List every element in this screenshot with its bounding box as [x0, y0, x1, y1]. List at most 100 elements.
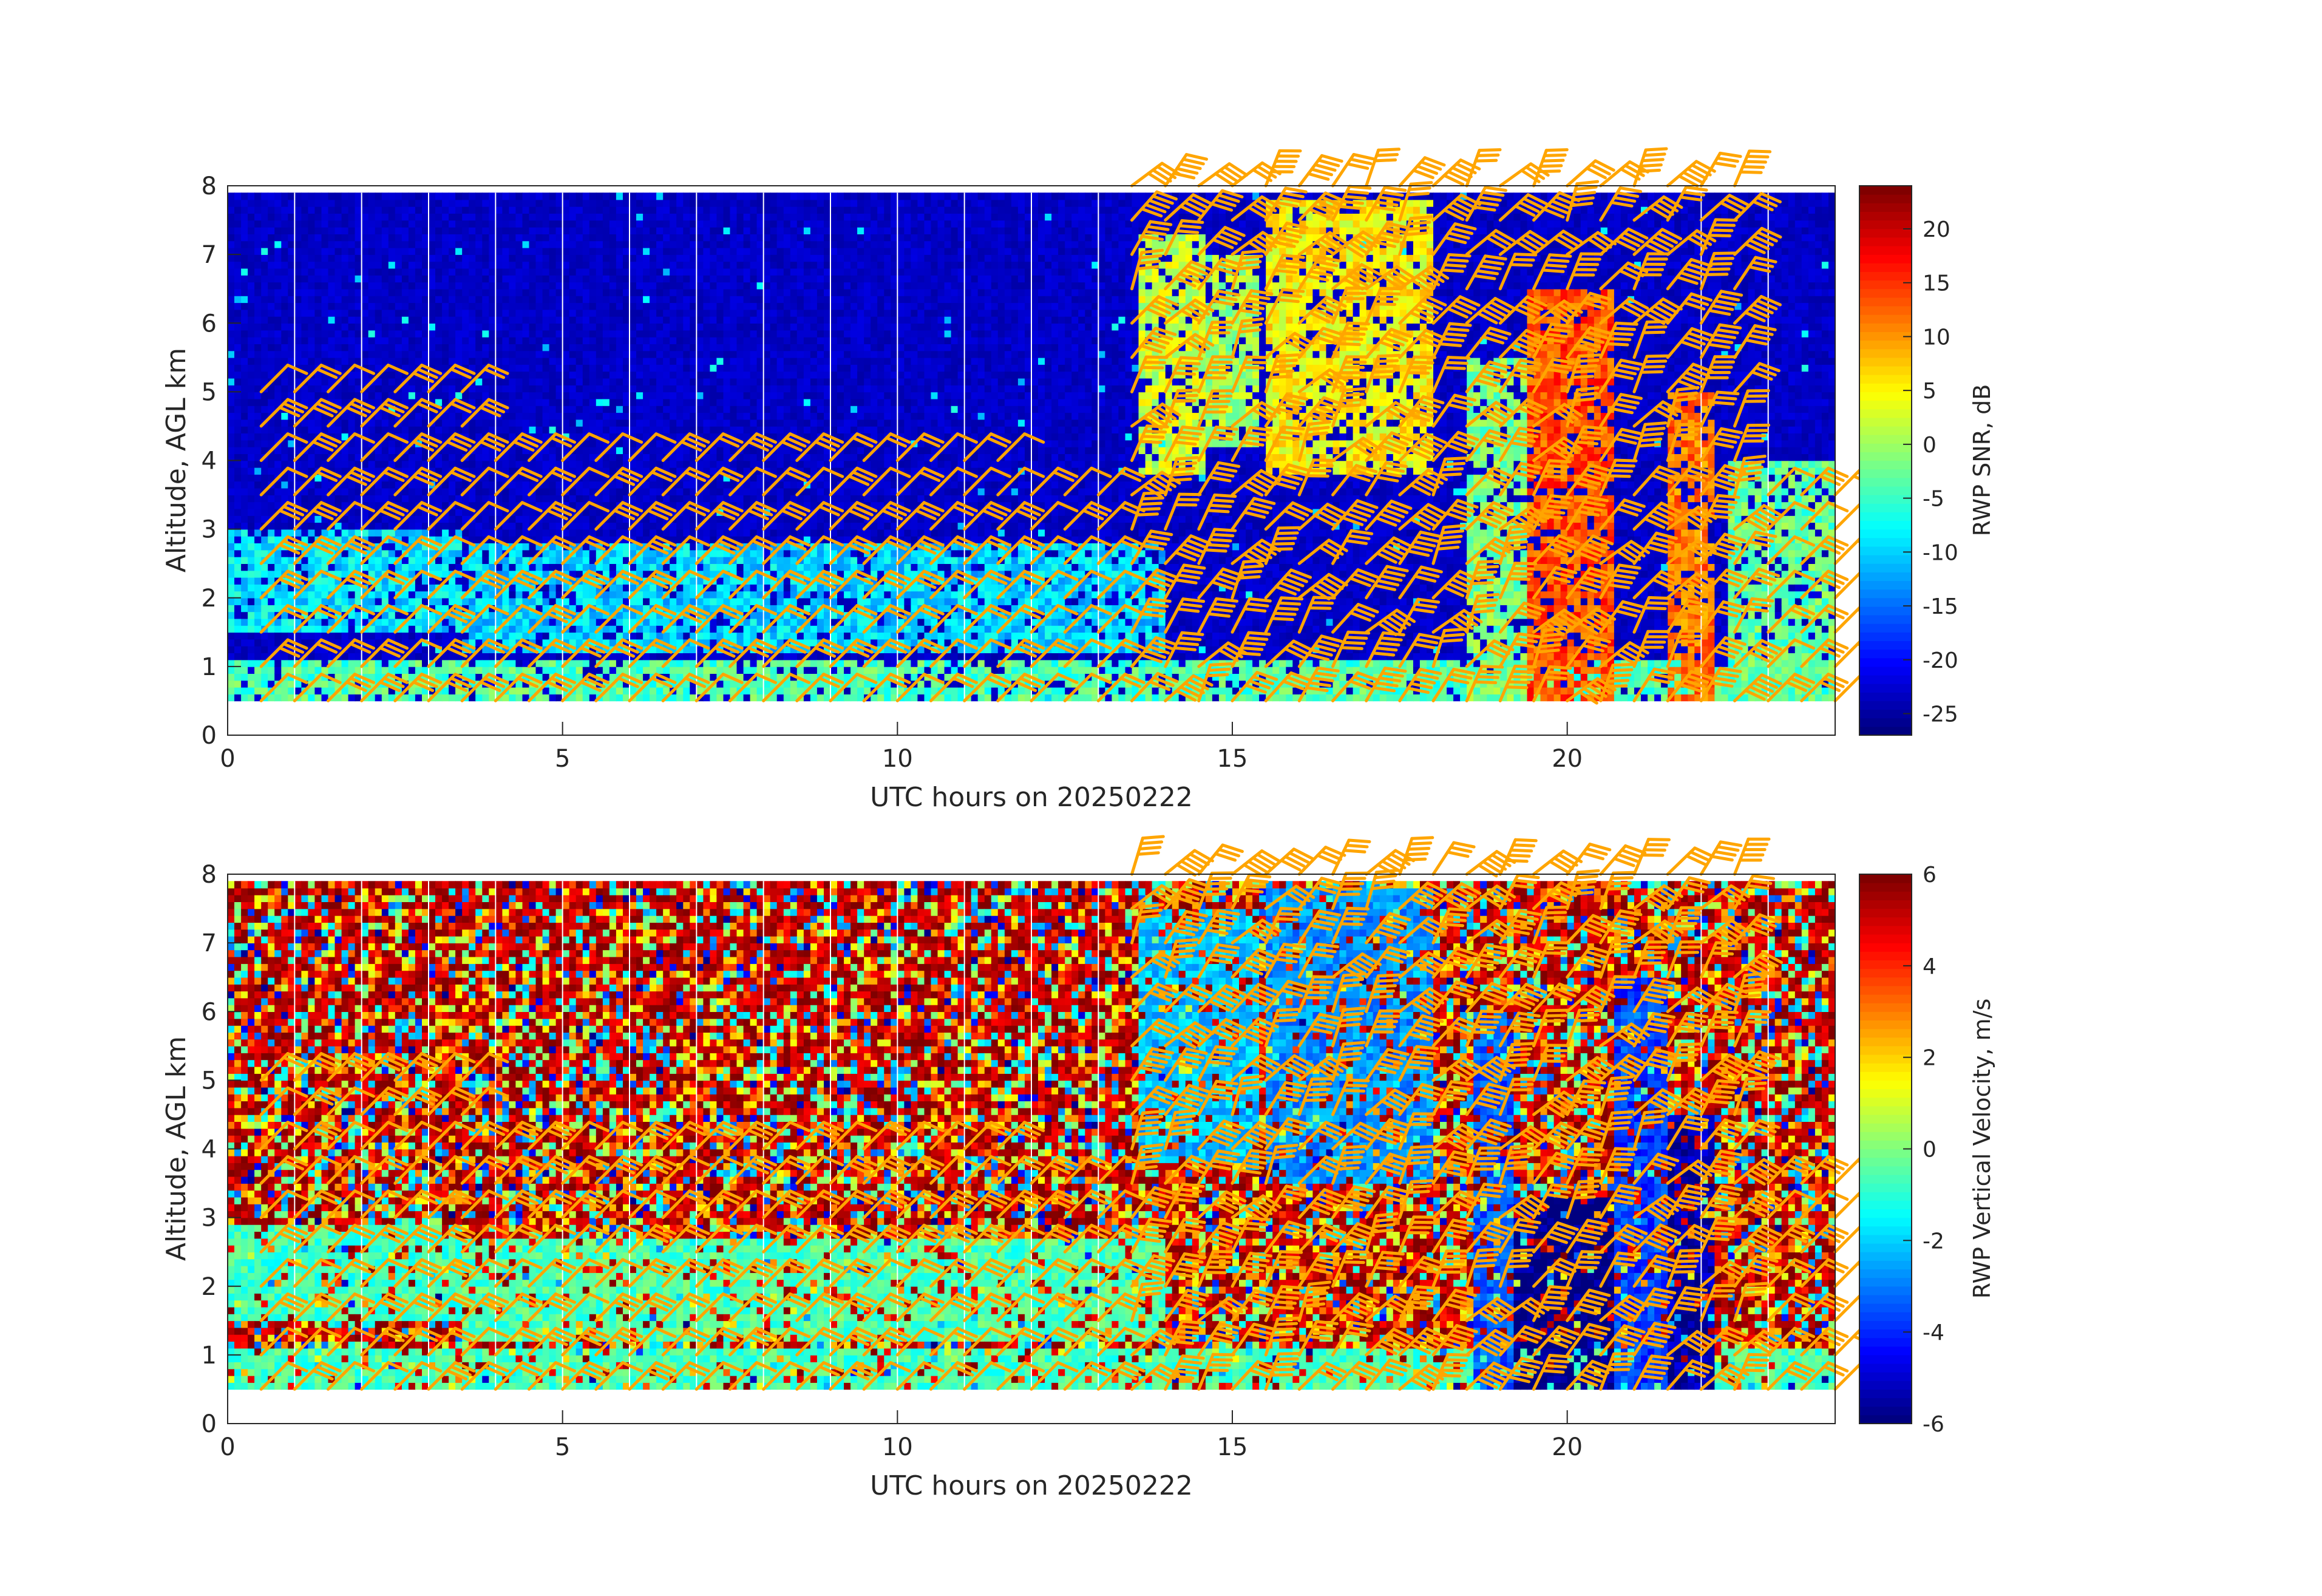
heatmap-cell — [442, 563, 449, 571]
heatmap-cell — [509, 296, 517, 304]
heatmap-cell — [449, 296, 456, 304]
heatmap-cell — [321, 282, 329, 290]
heatmap-cell — [254, 240, 262, 248]
heatmap-cell — [522, 584, 530, 592]
heatmap-cell — [248, 611, 255, 619]
heatmap-cell — [301, 288, 309, 296]
heatmap-cell — [355, 481, 362, 489]
heatmap-cell — [268, 632, 275, 640]
heatmap-cell — [636, 605, 643, 613]
heatmap-cell — [334, 453, 342, 461]
heatmap-cell — [435, 336, 443, 344]
heatmap-cell — [308, 288, 316, 296]
heatmap-cell — [495, 529, 503, 537]
heatmap-cell — [368, 302, 376, 310]
heatmap-cell — [381, 192, 389, 200]
heatmap-cell — [381, 261, 389, 269]
heatmap-cell — [522, 296, 530, 304]
heatmap-cell — [274, 639, 282, 647]
heatmap-cell — [515, 226, 523, 234]
heatmap-cell — [542, 275, 550, 283]
heatmap-cell — [623, 666, 630, 674]
heatmap-cell — [328, 275, 336, 283]
heatmap-cell — [609, 460, 617, 468]
heatmap-cell — [489, 412, 497, 420]
heatmap-cell — [482, 192, 490, 200]
heatmap-cell — [261, 254, 268, 262]
heatmap-cell — [650, 453, 657, 461]
heatmap-cell — [321, 288, 329, 296]
heatmap-cell — [341, 357, 349, 365]
heatmap-cell — [435, 611, 443, 619]
heatmap-cell — [248, 433, 255, 441]
heatmap-cell — [623, 234, 630, 242]
heatmap-cell — [650, 378, 657, 385]
heatmap-cell — [274, 556, 282, 564]
heatmap-cell — [515, 336, 523, 344]
heatmap-cell — [616, 261, 623, 269]
heatmap-cell — [334, 220, 342, 228]
heatmap-cell — [475, 639, 483, 647]
heatmap-cell — [422, 453, 429, 461]
heatmap-cell — [308, 487, 316, 495]
heatmap-cell — [475, 336, 483, 344]
heatmap-cell — [596, 206, 603, 214]
heatmap-cell — [482, 220, 490, 228]
heatmap-cell — [234, 296, 242, 304]
heatmap-cell — [656, 597, 664, 605]
heatmap-cell — [281, 440, 289, 447]
heatmap-cell — [663, 371, 670, 379]
heatmap-cell — [596, 261, 603, 269]
heatmap-cell — [228, 653, 235, 660]
heatmap-cell — [381, 440, 389, 447]
heatmap-cell — [334, 357, 342, 365]
heatmap-cell — [388, 440, 396, 447]
heatmap-cell — [555, 268, 563, 276]
heatmap-cell — [261, 226, 268, 234]
heatmap-cell — [636, 364, 643, 372]
heatmap-cell — [254, 330, 262, 338]
heatmap-cell — [522, 666, 530, 674]
heatmap-cell — [462, 309, 469, 317]
heatmap-cell — [549, 495, 557, 503]
heatmap-cell — [435, 192, 443, 200]
heatmap-cell — [602, 577, 610, 585]
heatmap-cell — [228, 323, 235, 331]
heatmap-cell — [529, 597, 537, 605]
heatmap-cell — [348, 213, 356, 221]
heatmap-cell — [515, 446, 523, 454]
heatmap-cell — [375, 323, 382, 331]
heatmap-cell — [422, 529, 429, 537]
heatmap-cell — [254, 234, 262, 242]
heatmap-cell — [408, 234, 416, 242]
heatmap-cell — [542, 467, 550, 475]
heatmap-cell — [636, 302, 643, 310]
heatmap-cell — [288, 440, 296, 447]
heatmap-cell — [281, 296, 289, 304]
heatmap-cell — [502, 350, 510, 358]
heatmap-cell — [408, 639, 416, 647]
heatmap-cell — [609, 453, 617, 461]
heatmap-cell — [435, 254, 443, 262]
heatmap-cell — [301, 673, 309, 681]
heatmap-cell — [542, 501, 550, 509]
heatmap-cell — [542, 570, 550, 578]
heatmap-cell — [341, 666, 349, 674]
heatmap-cell — [569, 529, 577, 537]
heatmap-cell — [515, 247, 523, 255]
heatmap-cell — [368, 597, 376, 605]
heatmap-cell — [228, 481, 235, 489]
heatmap-cell — [670, 680, 677, 688]
heatmap-cell — [555, 406, 563, 413]
heatmap-cell — [455, 632, 463, 640]
heatmap-cell — [529, 406, 537, 413]
heatmap-cell — [656, 659, 664, 667]
heatmap-cell — [549, 591, 557, 599]
heatmap-cell — [395, 440, 402, 447]
heatmap-cell — [248, 645, 255, 653]
heatmap-cell — [401, 556, 409, 564]
heatmap-cell — [388, 611, 396, 619]
heatmap-cell — [254, 453, 262, 461]
heatmap-cell — [475, 570, 483, 578]
heatmap-cell — [415, 385, 423, 393]
